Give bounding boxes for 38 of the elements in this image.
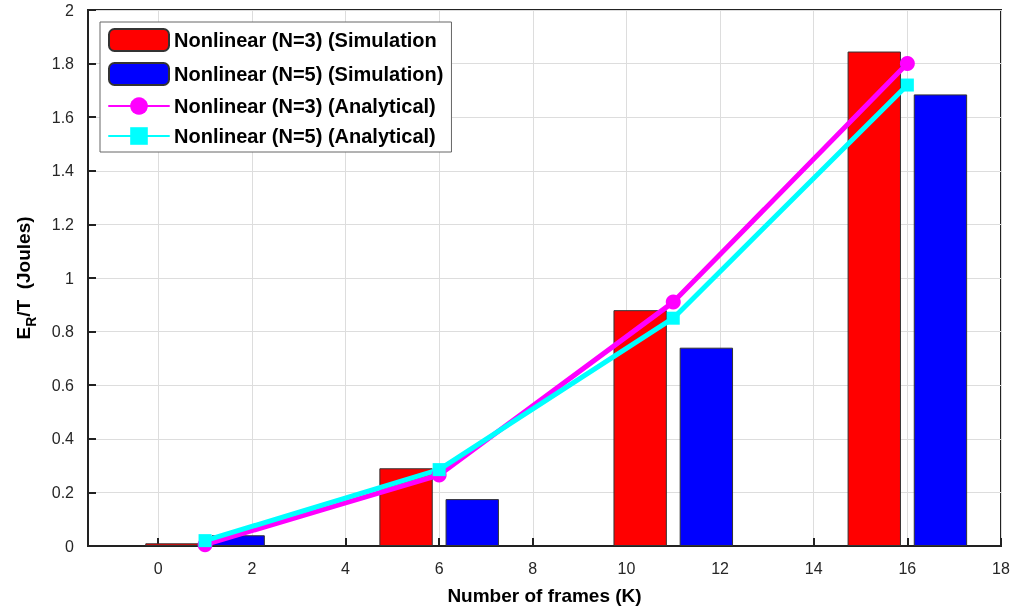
y-tick-label: 0.6 — [51, 376, 75, 394]
x-tick-label: 14 — [804, 559, 823, 577]
point — [666, 311, 680, 325]
y-tick-label: 0 — [65, 537, 75, 555]
x-tick-label: 16 — [898, 559, 917, 577]
y-tick-label: 1.4 — [51, 162, 75, 180]
y-tick-label: 1.6 — [51, 108, 75, 126]
bar — [847, 51, 901, 546]
y-tick-label: 1.8 — [51, 55, 75, 73]
x-tick-label: 4 — [341, 559, 351, 577]
legend-label: Nonlinear (N=5) (Simulation) — [174, 63, 444, 85]
x-axis-title: Number of frames (K) — [447, 585, 642, 606]
y-tick-label: 0.4 — [51, 430, 75, 448]
legend-label: Nonlinear (N=5) (Analytical) — [174, 125, 436, 147]
bar — [445, 499, 499, 546]
point — [198, 534, 212, 548]
y-tick-label: 2 — [65, 1, 75, 19]
point — [899, 56, 915, 72]
x-tick-label: 18 — [992, 559, 1010, 577]
x-tick-label: 6 — [434, 559, 444, 577]
bar — [679, 347, 734, 546]
point — [432, 463, 446, 477]
legend-label: Nonlinear (N=3) (Simulation — [174, 29, 437, 51]
point — [900, 78, 914, 92]
x-tick-label: 10 — [617, 559, 636, 577]
bar — [913, 94, 968, 546]
y-tick-label: 1.2 — [51, 215, 75, 233]
x-tick-label: 12 — [711, 559, 730, 577]
y-axis-title: ER/T (Joules) — [12, 216, 39, 340]
point — [665, 294, 681, 310]
x-tick-label: 8 — [528, 559, 538, 577]
legend-label: Nonlinear (N=3) (Analytical) — [174, 95, 436, 117]
x-tick-label: 2 — [247, 559, 257, 577]
bar — [613, 310, 667, 546]
y-tick-label: 0.8 — [51, 323, 75, 341]
x-tick-label: 0 — [153, 559, 163, 577]
y-tick-label: 0.2 — [51, 483, 75, 501]
y-tick-label: 1 — [65, 269, 75, 287]
